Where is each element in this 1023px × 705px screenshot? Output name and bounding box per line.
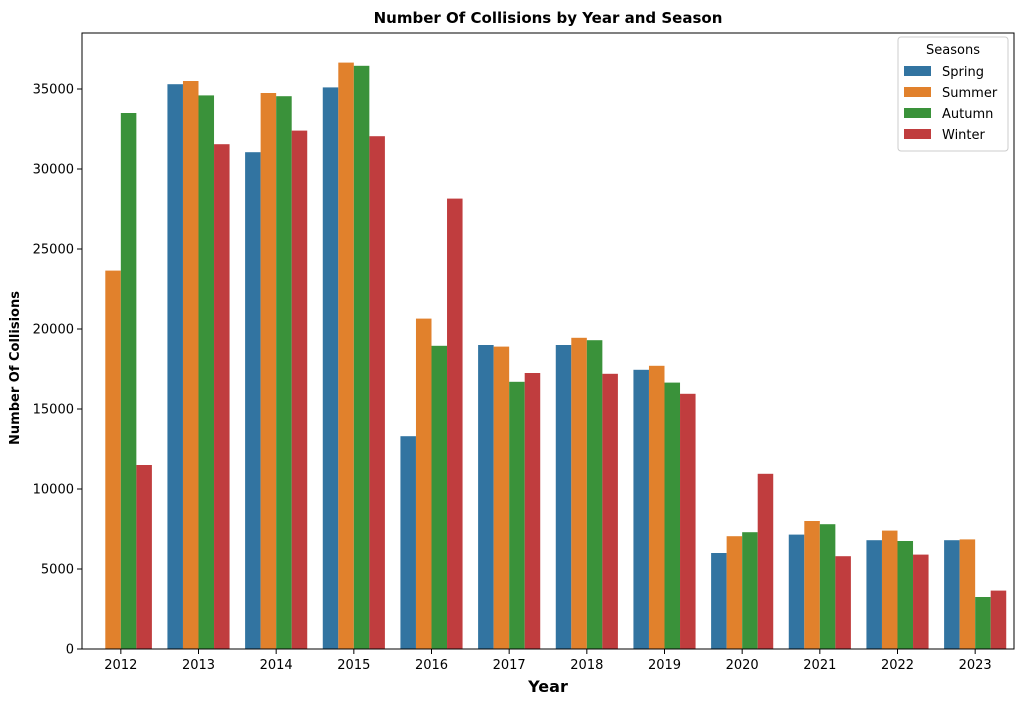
- x-tick-label-2023: 2023: [959, 658, 992, 673]
- y-tick-label-30000: 30000: [33, 163, 74, 178]
- y-tick-label-5000: 5000: [41, 563, 74, 578]
- bar-spring-2021: [788, 534, 805, 649]
- bar-summer-2018: [571, 337, 587, 649]
- bar-spring-2015: [322, 87, 339, 649]
- bar-spring-2016: [400, 436, 416, 649]
- bar-summer-2020: [726, 536, 743, 649]
- bar-winter-2014: [291, 130, 308, 650]
- bar-spring-2019: [633, 369, 649, 649]
- plot-frame: [81, 32, 1015, 650]
- bar-autumn-2023: [975, 597, 991, 649]
- bar-autumn-2021: [819, 524, 836, 649]
- legend-label-autumn: Autumn: [942, 107, 993, 122]
- x-tick-label-2017: 2017: [493, 658, 526, 673]
- bar-summer-2012: [105, 270, 121, 649]
- y-tick-label-15000: 15000: [33, 403, 74, 418]
- x-tick-label-2019: 2019: [648, 658, 681, 673]
- bar-spring-2017: [478, 345, 494, 649]
- bar-autumn-2013: [198, 95, 215, 649]
- x-tick-label-2020: 2020: [726, 658, 759, 673]
- x-tick-label-2016: 2016: [415, 658, 448, 673]
- bar-winter-2018: [602, 373, 618, 649]
- bar-spring-2020: [711, 553, 727, 649]
- bar-summer-2021: [804, 521, 820, 649]
- x-axis-label: Year: [527, 677, 568, 696]
- legend: Seasons Spring Summer Autumn Winter: [897, 36, 1009, 152]
- bar-autumn-2012: [120, 113, 137, 649]
- x-tick-label-2015: 2015: [337, 658, 370, 673]
- y-tick-label-0: 0: [66, 643, 74, 658]
- bar-spring-2013: [167, 84, 183, 649]
- x-tick-label-2012: 2012: [104, 658, 137, 673]
- bar-autumn-2020: [742, 532, 758, 649]
- legend-swatch-autumn: [904, 108, 931, 118]
- x-tick-label-2018: 2018: [570, 658, 603, 673]
- bar-autumn-2015: [353, 65, 370, 650]
- legend-label-spring: Spring: [942, 65, 984, 80]
- legend-label-winter: Winter: [942, 128, 986, 143]
- bar-summer-2013: [182, 81, 199, 649]
- y-tick-label-35000: 35000: [33, 83, 74, 98]
- bar-autumn-2014: [276, 96, 292, 649]
- bar-winter-2016: [447, 198, 463, 649]
- bar-summer-2022: [881, 530, 898, 649]
- x-tick-label-2013: 2013: [182, 658, 215, 673]
- bar-winter-2012: [136, 465, 152, 649]
- legend-swatch-winter: [904, 129, 931, 139]
- bar-winter-2022: [913, 554, 929, 649]
- bar-winter-2019: [680, 393, 696, 649]
- bar-summer-2014: [260, 93, 277, 649]
- bar-autumn-2017: [509, 381, 525, 649]
- bar-spring-2014: [245, 152, 261, 649]
- bar-spring-2018: [555, 345, 572, 649]
- bar-winter-2021: [835, 556, 851, 649]
- bar-autumn-2018: [586, 340, 603, 649]
- bar-spring-2022: [866, 540, 882, 649]
- y-tick-label-25000: 25000: [33, 243, 74, 258]
- legend-swatch-summer: [904, 87, 931, 97]
- legend-label-summer: Summer: [942, 86, 998, 101]
- legend-swatch-spring: [904, 66, 931, 76]
- chart-title: Number Of Collisions by Year and Season: [374, 9, 723, 27]
- bar-summer-2016: [415, 318, 432, 649]
- bar-autumn-2022: [897, 541, 914, 649]
- bar-summer-2015: [338, 62, 354, 650]
- x-tick-label-2014: 2014: [260, 658, 293, 673]
- bar-summer-2019: [648, 365, 665, 649]
- bar-winter-2017: [524, 373, 541, 649]
- bar-autumn-2019: [664, 382, 681, 649]
- y-tick-label-10000: 10000: [33, 483, 74, 498]
- plot-area: 2012 2013 2014 2015 2016 2017 2018 2019 2020 2021…: [33, 32, 1015, 673]
- bar-autumn-2016: [431, 345, 448, 649]
- bar-winter-2023: [990, 590, 1007, 649]
- bar-winter-2015: [369, 136, 385, 649]
- bar-winter-2020: [757, 473, 774, 649]
- x-tick-label-2021: 2021: [803, 658, 836, 673]
- bar-summer-2017: [493, 346, 510, 649]
- bar-winter-2013: [214, 144, 230, 649]
- bar-summer-2023: [959, 539, 976, 649]
- y-tick-label-20000: 20000: [33, 323, 74, 338]
- y-axis-label: Number Of Collisions: [8, 291, 23, 445]
- legend-title: Seasons: [926, 43, 980, 58]
- legend-box: [897, 36, 1009, 152]
- x-tick-label-2022: 2022: [881, 658, 914, 673]
- bar-spring-2023: [944, 540, 960, 649]
